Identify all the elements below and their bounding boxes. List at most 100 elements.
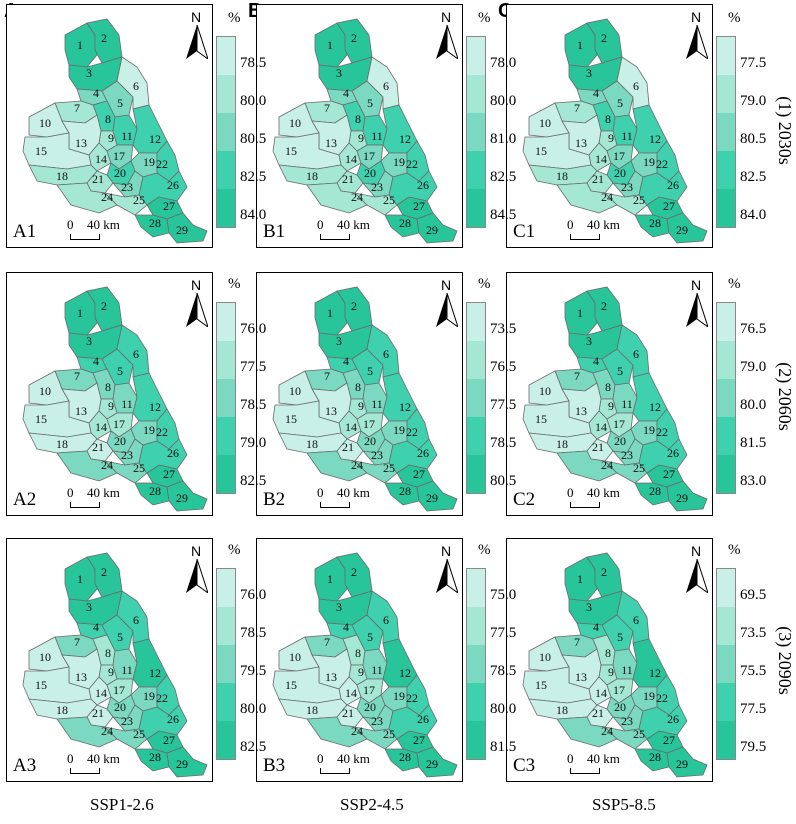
- subbasin-label-8: 8: [105, 646, 111, 660]
- legend-swatch-1: [217, 37, 235, 75]
- subbasin-label-11: 11: [371, 397, 383, 411]
- subbasin-label-5: 5: [367, 96, 373, 110]
- legend-swatch-4: [717, 151, 735, 189]
- north-label: N: [191, 543, 202, 559]
- scale-bar-line: [320, 234, 350, 240]
- legend-swatch-2: [217, 341, 235, 379]
- subbasin-label-14: 14: [595, 152, 607, 166]
- north-arrow: N: [186, 277, 208, 327]
- subbasin-label-3: 3: [336, 600, 342, 614]
- subbasin-label-25: 25: [383, 461, 395, 475]
- subbasin-label-25: 25: [633, 193, 645, 207]
- subbasin-label-24: 24: [351, 724, 363, 738]
- subbasin-label-19: 19: [143, 155, 155, 169]
- scenario-label-ssp5: SSP5-8.5: [592, 795, 656, 814]
- map-panel-c3: 1 2 3 4 5 6 7 8 9 10 11 12 13 14 15 17 18 19 20 21 22 23 24 25 2…: [506, 538, 713, 782]
- subbasin-label-6: 6: [633, 613, 639, 627]
- scale-bar: 0 40 km: [67, 217, 137, 241]
- legend-value: 69.5: [740, 587, 767, 603]
- subbasin-label-25: 25: [633, 461, 645, 475]
- legend-swatch-4: [467, 151, 485, 189]
- subbasin-15: [22, 666, 92, 704]
- legend-value: 75.5: [740, 663, 767, 679]
- subbasin-label-1: 1: [77, 38, 83, 52]
- subbasin-label-21: 21: [92, 440, 104, 454]
- legend-color-ramp: [216, 36, 236, 228]
- subbasin-label-24: 24: [351, 190, 363, 204]
- north-arrow: N: [686, 543, 708, 593]
- legend-value: 82.5: [240, 739, 267, 755]
- legend-swatch-2: [467, 341, 485, 379]
- subbasin-label-6: 6: [133, 613, 139, 627]
- legend-value: 80.0: [240, 93, 267, 109]
- subbasin-label-9: 9: [108, 399, 114, 413]
- scale-bar-line: [70, 768, 100, 774]
- subbasin-label-19: 19: [643, 423, 655, 437]
- legend-swatch-1: [217, 569, 235, 607]
- legend-unit: %: [478, 542, 491, 558]
- scale-distance-label: 40 km: [337, 751, 370, 766]
- subbasin-label-20: 20: [364, 166, 376, 180]
- subbasin-label-28: 28: [649, 750, 661, 764]
- subbasin-label-29: 29: [426, 491, 438, 505]
- subbasin-label-11: 11: [371, 663, 383, 677]
- north-label: N: [441, 9, 452, 25]
- subbasin-label-8: 8: [105, 112, 111, 126]
- north-arrow: N: [436, 277, 458, 327]
- scale-bar-line: [570, 234, 600, 240]
- subbasin-label-11: 11: [621, 129, 633, 143]
- subbasin-label-28: 28: [399, 216, 411, 230]
- subbasin-label-6: 6: [633, 347, 639, 361]
- subbasin-label-17: 17: [363, 683, 375, 697]
- subbasin-label-4: 4: [343, 620, 349, 634]
- subbasin-label-27: 27: [413, 199, 425, 213]
- subbasin-label-2: 2: [601, 31, 607, 45]
- subbasin-15: [272, 132, 342, 170]
- subbasin-label-15: 15: [535, 412, 547, 426]
- legend-unit: %: [478, 276, 491, 292]
- subbasin-26: [388, 704, 438, 740]
- subbasin-label-24: 24: [101, 724, 113, 738]
- subbasin-label-8: 8: [605, 646, 611, 660]
- subbasin-29: [416, 480, 458, 512]
- subbasin-label-11: 11: [121, 663, 133, 677]
- scale-zero-label: 0: [567, 217, 574, 232]
- subbasin-label-11: 11: [121, 129, 133, 143]
- subbasin-label-29: 29: [676, 491, 688, 505]
- subbasin-15: [522, 400, 592, 438]
- subbasin-label-28: 28: [649, 484, 661, 498]
- subbasin-label-13: 13: [325, 670, 337, 684]
- subbasin-label-27: 27: [163, 467, 175, 481]
- north-label: N: [191, 277, 202, 293]
- subbasin-label-25: 25: [383, 727, 395, 741]
- panel-id: A3: [13, 755, 37, 776]
- subbasin-label-23: 23: [371, 448, 383, 462]
- subbasin-label-10: 10: [539, 384, 551, 398]
- scale-bar-line: [320, 502, 350, 508]
- legend-swatch-3: [717, 113, 735, 151]
- legend-swatch-5: [717, 455, 735, 493]
- subbasin-15: [522, 666, 592, 704]
- north-arrow: N: [436, 9, 458, 59]
- subbasin-label-23: 23: [371, 180, 383, 194]
- legend-color-ramp: [466, 302, 486, 494]
- subbasin-label-6: 6: [383, 613, 389, 627]
- north-label: N: [191, 9, 202, 25]
- subbasin-label-13: 13: [575, 404, 587, 418]
- legend-unit: %: [728, 276, 741, 292]
- subbasin-label-7: 7: [574, 635, 580, 649]
- subbasin-label-5: 5: [117, 630, 123, 644]
- subbasin-label-21: 21: [92, 706, 104, 720]
- legend-swatch-4: [217, 417, 235, 455]
- legend-value: 80.0: [240, 701, 267, 717]
- north-arrow-icon: [686, 559, 708, 593]
- north-label: N: [691, 543, 702, 559]
- legend-value: 82.5: [740, 169, 767, 185]
- legend-unit: %: [728, 542, 741, 558]
- legend-swatch-5: [467, 455, 485, 493]
- map-panel-b1: 1 2 3 4 5 6 7 8 9 10 11 12 13 14 15 17 18 19 20 21 22 23 24 25 2…: [256, 4, 463, 248]
- scale-distance-label: 40 km: [337, 217, 370, 232]
- subbasin-label-20: 20: [614, 434, 626, 448]
